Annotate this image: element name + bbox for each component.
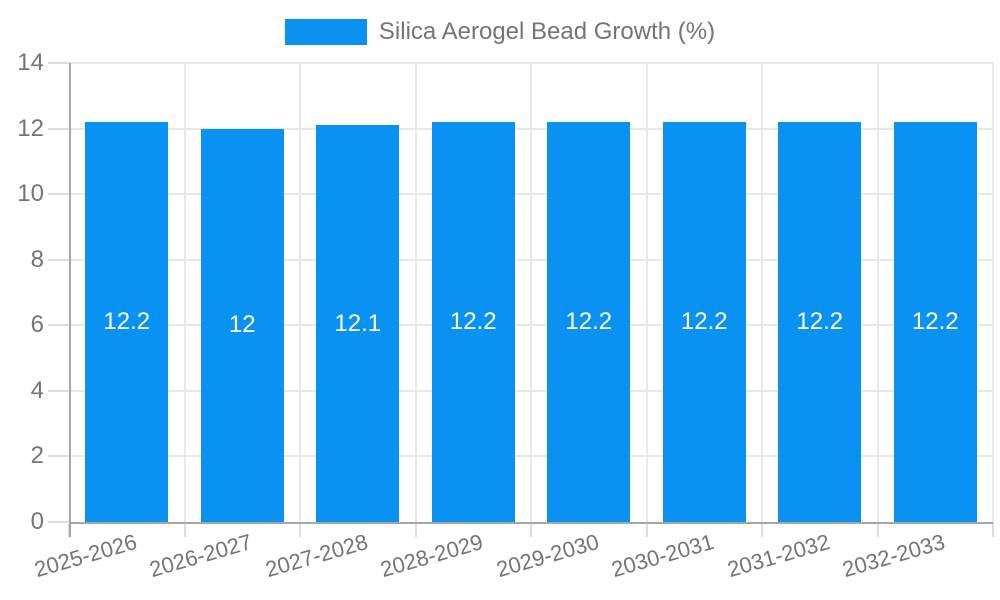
- bar[interactable]: 12.2: [547, 122, 631, 522]
- legend-swatch: [284, 19, 367, 45]
- x-tick: [645, 522, 648, 537]
- bar-value-label: 12.2: [796, 307, 844, 335]
- gridline-v: [414, 63, 417, 522]
- x-tick: [183, 522, 186, 537]
- y-axis-label: 0: [30, 508, 44, 535]
- y-axis-label: 12: [17, 114, 44, 142]
- y-tick: [48, 62, 69, 64]
- gridline-v: [876, 63, 879, 522]
- bar[interactable]: 12.2: [85, 122, 169, 522]
- bar-value-label: 12.2: [911, 307, 959, 335]
- y-axis-label: 4: [30, 376, 44, 404]
- y-tick: [48, 389, 69, 392]
- bar-value-label: 12.2: [103, 307, 151, 335]
- x-tick: [876, 522, 879, 537]
- plot-area: 0 2 4 6 8 10 12 14 12.2 12 12.1 12.2 12.2 12.2 12.2 12.…: [17, 50, 994, 582]
- bar-value-label: 12.2: [680, 307, 728, 335]
- y-axis-label: 6: [30, 311, 44, 339]
- y-axis-label: 2: [30, 442, 44, 470]
- bar[interactable]: 12.2: [662, 122, 746, 522]
- bar-value-label: 12: [228, 311, 256, 339]
- bar[interactable]: 12.1: [316, 125, 400, 522]
- legend-label: Silica Aerogel Bead Growth (%): [378, 18, 716, 45]
- y-axis-line: [69, 63, 71, 537]
- gridline-v: [530, 63, 532, 522]
- legend[interactable]: Silica Aerogel Bead Growth (%): [0, 19, 1000, 45]
- gridline-v: [299, 63, 301, 522]
- x-tick: [761, 522, 763, 537]
- y-axis-label: 14: [17, 49, 44, 76]
- bar-value-label: 12.2: [449, 307, 497, 335]
- gridline-v: [992, 63, 994, 522]
- y-tick: [48, 455, 69, 458]
- y-tick: [48, 258, 69, 261]
- bar-value-label: 12.1: [334, 309, 382, 337]
- y-tick: [48, 324, 69, 327]
- x-tick: [992, 522, 994, 537]
- y-tick: [48, 193, 69, 196]
- gridline-v: [645, 63, 648, 522]
- gridline-v: [183, 63, 186, 522]
- x-tick: [530, 522, 532, 537]
- gridline-v: [761, 63, 763, 522]
- y-axis-label: 10: [17, 180, 44, 208]
- bar[interactable]: 12.2: [431, 122, 515, 522]
- x-tick: [414, 522, 417, 537]
- bar[interactable]: 12.2: [778, 122, 862, 522]
- y-tick: [48, 521, 69, 523]
- x-tick: [299, 522, 301, 537]
- bar-value-label: 12.2: [565, 307, 613, 335]
- bar[interactable]: 12: [200, 128, 284, 522]
- x-axis-line: [69, 522, 993, 524]
- bar[interactable]: 12.2: [893, 122, 977, 522]
- y-axis-label: 8: [30, 245, 44, 273]
- y-tick: [48, 127, 69, 130]
